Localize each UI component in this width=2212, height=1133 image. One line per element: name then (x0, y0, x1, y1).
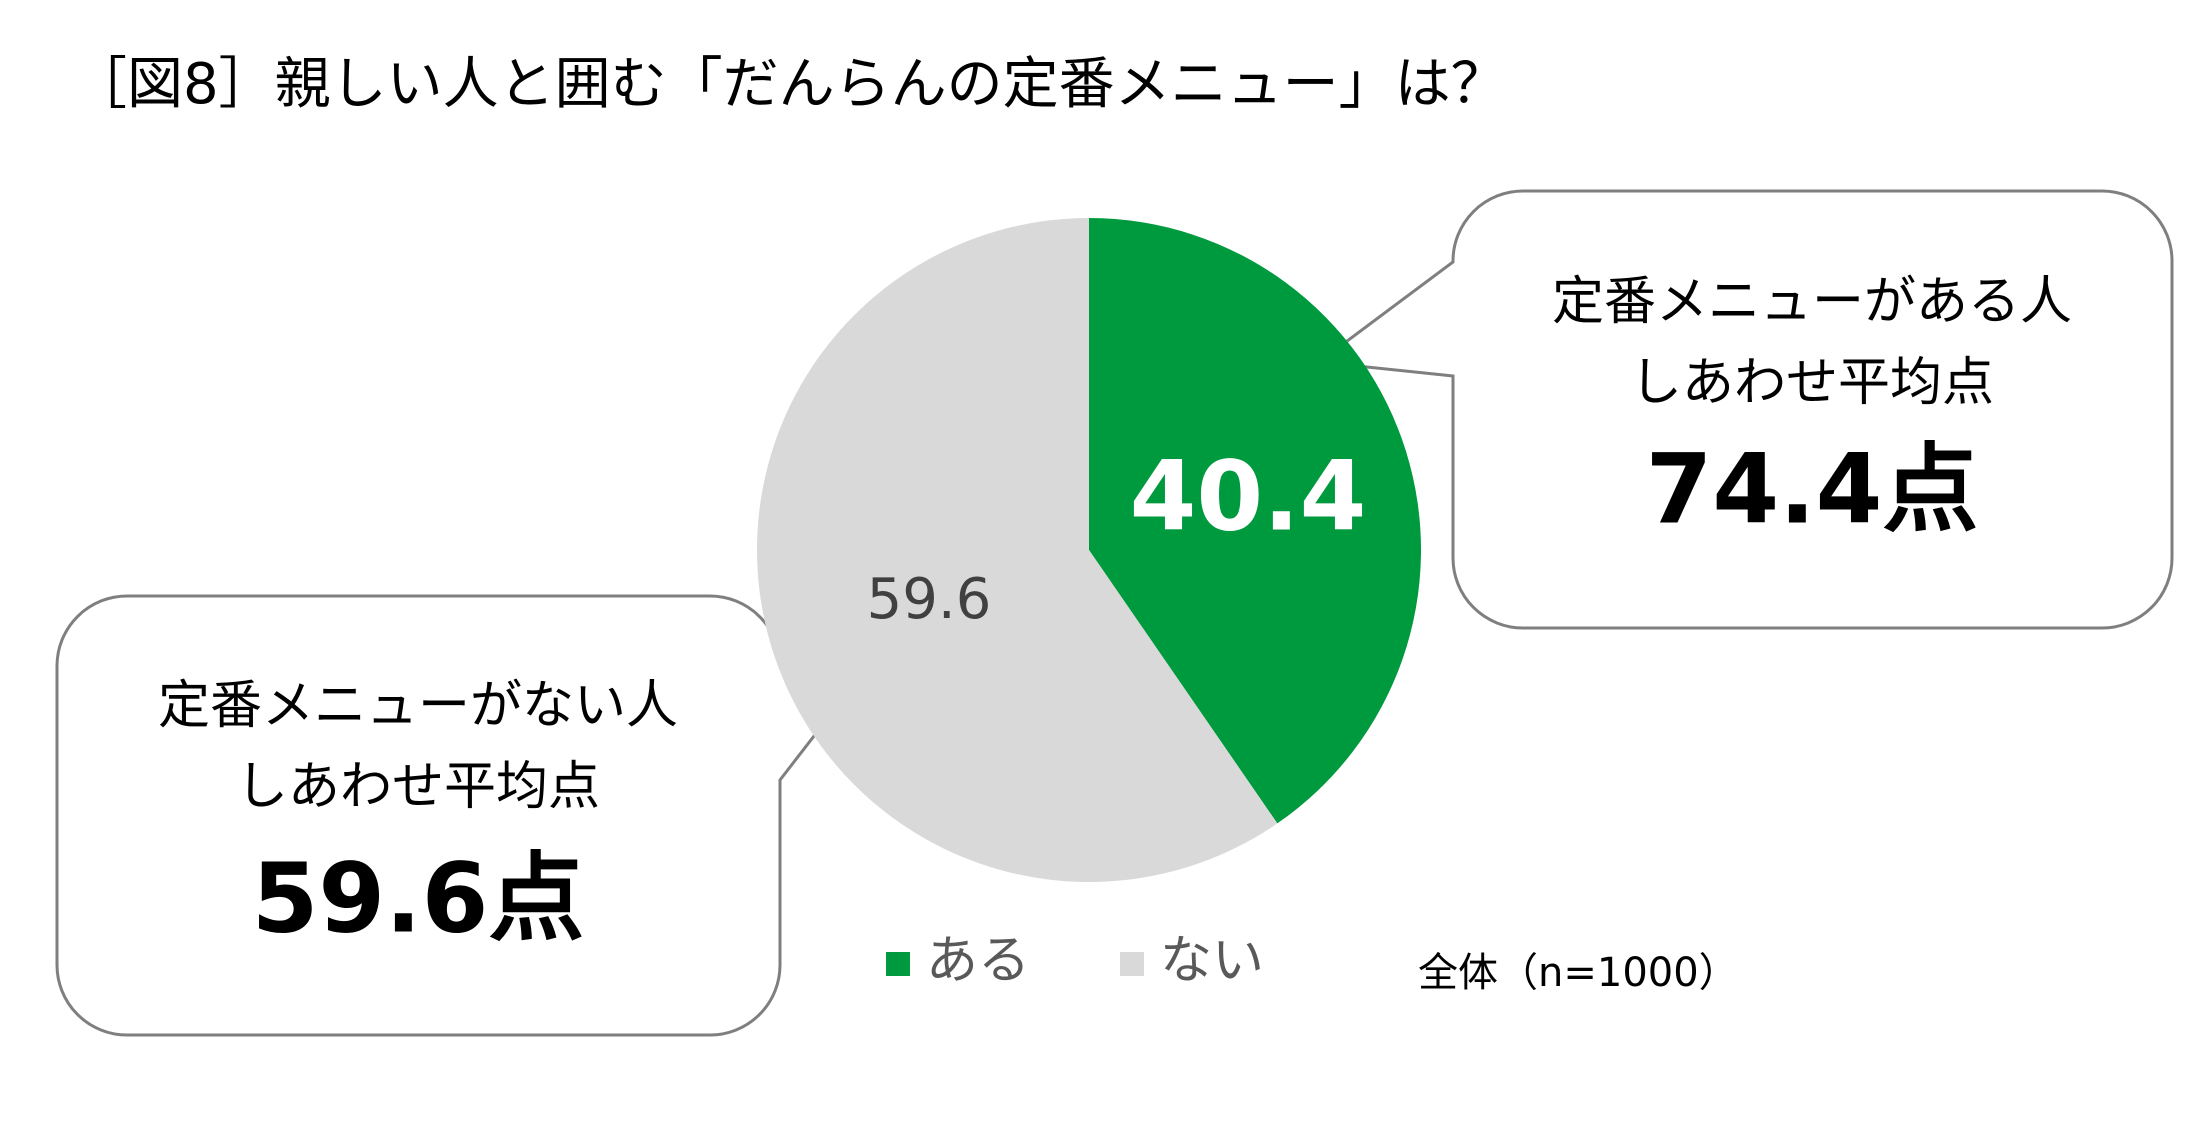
legend-label: ある (926, 931, 1030, 991)
legend-swatch (1120, 952, 1144, 976)
callout-score: 59.6点 (252, 842, 585, 954)
callout-text: しあわせ平均点 (1630, 353, 1994, 413)
slice-label: 59.6 (867, 567, 992, 632)
legend-label: ない (1160, 931, 1264, 991)
callout-text: 定番メニューがある人 (1552, 272, 2072, 332)
legend-swatch (886, 952, 910, 976)
pie-slice (756, 218, 1278, 882)
slice-label: 40.4 (1130, 440, 1367, 552)
callout-text: しあわせ平均点 (236, 757, 600, 817)
callout-score: 74.4点 (1646, 433, 1979, 545)
note: 全体（n=1000） (1418, 950, 1739, 996)
chart-title: ［図8］親しい人と囲む「だんらんの定番メニュー」は？ (71, 52, 1507, 117)
callout-text: 定番メニューがない人 (158, 676, 678, 736)
pie-slice (1089, 218, 1421, 824)
callout-right (1315, 189, 2174, 630)
